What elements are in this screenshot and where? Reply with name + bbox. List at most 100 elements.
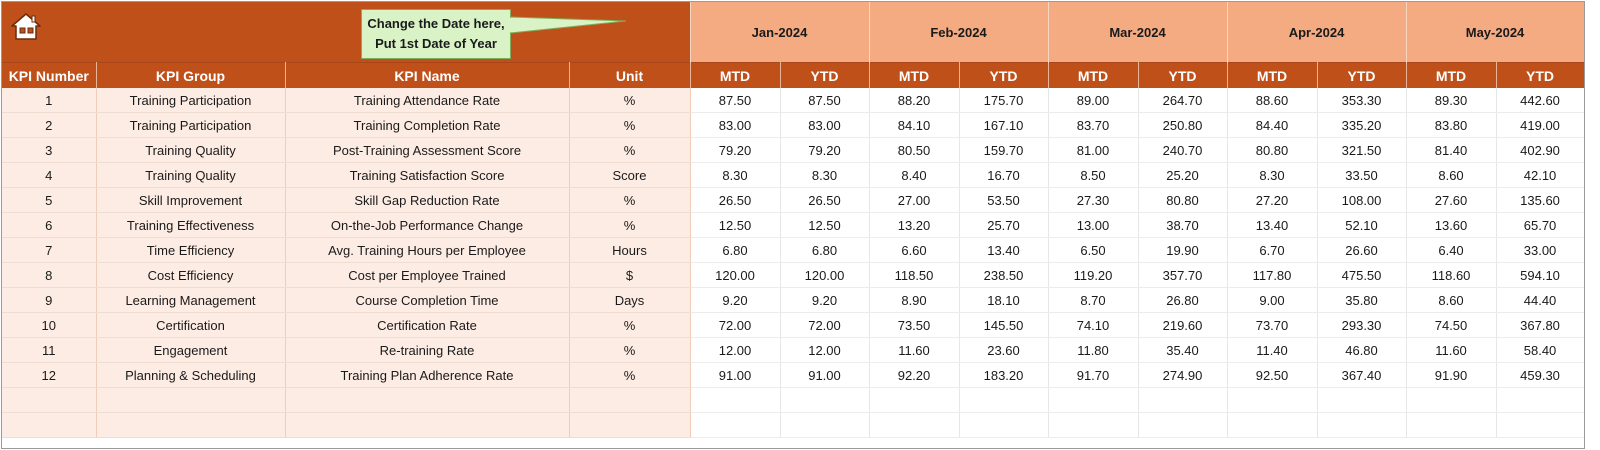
ytd-value-cell[interactable]: 367.40 (1317, 362, 1407, 388)
ytd-value-cell[interactable]: 321.50 (1317, 137, 1407, 163)
mtd-value-cell[interactable]: 8.90 (868, 287, 960, 313)
unit-cell[interactable]: % (569, 312, 691, 338)
mtd-value-cell[interactable]: 8.70 (1047, 287, 1139, 313)
ytd-value-cell[interactable]: 135.60 (1496, 187, 1584, 213)
mtd-value-cell[interactable]: 120.00 (689, 262, 781, 288)
kpi-group-cell[interactable]: Training Quality (96, 162, 286, 188)
empty-cell[interactable] (1496, 412, 1584, 438)
kpi-number-cell[interactable]: 1 (2, 88, 97, 113)
ytd-value-cell[interactable]: 475.50 (1317, 262, 1407, 288)
kpi-group-cell[interactable]: Training Quality (96, 137, 286, 163)
kpi-name-cell[interactable]: Training Attendance Rate (285, 88, 570, 113)
ytd-value-cell[interactable]: 264.70 (1138, 88, 1228, 113)
mtd-value-cell[interactable]: 117.80 (1226, 262, 1318, 288)
kpi-name-cell[interactable]: Training Plan Adherence Rate (285, 362, 570, 388)
kpi-name-cell[interactable]: On-the-Job Performance Change (285, 212, 570, 238)
ytd-value-cell[interactable]: 23.60 (959, 337, 1049, 363)
mtd-value-cell[interactable]: 81.00 (1047, 137, 1139, 163)
mtd-value-cell[interactable]: 6.70 (1226, 237, 1318, 263)
mtd-value-cell[interactable]: 11.60 (868, 337, 960, 363)
ytd-value-cell[interactable]: 35.80 (1317, 287, 1407, 313)
ytd-value-cell[interactable]: 402.90 (1496, 137, 1584, 163)
empty-cell[interactable] (96, 387, 286, 413)
empty-cell[interactable] (1227, 412, 1318, 438)
empty-cell[interactable] (285, 412, 570, 438)
kpi-group-cell[interactable]: Skill Improvement (96, 187, 286, 213)
kpi-name-cell[interactable]: Cost per Employee Trained (285, 262, 570, 288)
ytd-value-cell[interactable]: 16.70 (959, 162, 1049, 188)
ytd-value-cell[interactable]: 25.70 (959, 212, 1049, 238)
kpi-number-cell[interactable]: 8 (2, 262, 97, 288)
ytd-value-cell[interactable]: 53.50 (959, 187, 1049, 213)
ytd-value-cell[interactable]: 108.00 (1317, 187, 1407, 213)
ytd-value-cell[interactable]: 175.70 (959, 88, 1049, 113)
kpi-group-cell[interactable]: Certification (96, 312, 286, 338)
mtd-value-cell[interactable]: 74.50 (1405, 312, 1497, 338)
kpi-name-cell[interactable]: Post-Training Assessment Score (285, 137, 570, 163)
empty-cell[interactable] (2, 412, 97, 438)
unit-cell[interactable]: % (569, 212, 691, 238)
mtd-value-cell[interactable]: 13.00 (1047, 212, 1139, 238)
ytd-value-cell[interactable]: 145.50 (959, 312, 1049, 338)
ytd-value-cell[interactable]: 12.00 (780, 337, 870, 363)
kpi-group-cell[interactable]: Training Participation (96, 112, 286, 138)
ytd-value-cell[interactable]: 335.20 (1317, 112, 1407, 138)
ytd-value-cell[interactable]: 33.50 (1317, 162, 1407, 188)
ytd-value-cell[interactable]: 44.40 (1496, 287, 1584, 313)
unit-cell[interactable]: % (569, 187, 691, 213)
ytd-value-cell[interactable]: 38.70 (1138, 212, 1228, 238)
mtd-value-cell[interactable]: 84.40 (1226, 112, 1318, 138)
mtd-value-cell[interactable]: 26.50 (689, 187, 781, 213)
ytd-value-cell[interactable]: 240.70 (1138, 137, 1228, 163)
unit-cell[interactable]: Hours (569, 237, 691, 263)
mtd-value-cell[interactable]: 27.30 (1047, 187, 1139, 213)
ytd-value-cell[interactable]: 367.80 (1496, 312, 1584, 338)
empty-cell[interactable] (959, 412, 1049, 438)
mtd-value-cell[interactable]: 119.20 (1047, 262, 1139, 288)
ytd-value-cell[interactable]: 459.30 (1496, 362, 1584, 388)
ytd-value-cell[interactable]: 238.50 (959, 262, 1049, 288)
mtd-value-cell[interactable]: 11.60 (1405, 337, 1497, 363)
empty-cell[interactable] (1048, 387, 1139, 413)
kpi-group-cell[interactable]: Training Effectiveness (96, 212, 286, 238)
mtd-value-cell[interactable]: 91.90 (1405, 362, 1497, 388)
mtd-value-cell[interactable]: 92.50 (1226, 362, 1318, 388)
ytd-value-cell[interactable]: 33.00 (1496, 237, 1584, 263)
kpi-number-cell[interactable]: 5 (2, 187, 97, 213)
mtd-value-cell[interactable]: 88.60 (1226, 88, 1318, 113)
ytd-value-cell[interactable]: 357.70 (1138, 262, 1228, 288)
mtd-value-cell[interactable]: 13.60 (1405, 212, 1497, 238)
kpi-name-cell[interactable]: Course Completion Time (285, 287, 570, 313)
ytd-value-cell[interactable]: 46.80 (1317, 337, 1407, 363)
mtd-value-cell[interactable]: 8.40 (868, 162, 960, 188)
mtd-value-cell[interactable]: 6.50 (1047, 237, 1139, 263)
ytd-value-cell[interactable]: 83.00 (780, 112, 870, 138)
kpi-number-cell[interactable]: 9 (2, 287, 97, 313)
ytd-value-cell[interactable]: 219.60 (1138, 312, 1228, 338)
ytd-value-cell[interactable]: 80.80 (1138, 187, 1228, 213)
mtd-value-cell[interactable]: 83.80 (1405, 112, 1497, 138)
empty-cell[interactable] (780, 412, 870, 438)
kpi-number-cell[interactable]: 10 (2, 312, 97, 338)
ytd-value-cell[interactable]: 159.70 (959, 137, 1049, 163)
kpi-number-cell[interactable]: 3 (2, 137, 97, 163)
kpi-name-cell[interactable]: Avg. Training Hours per Employee (285, 237, 570, 263)
empty-cell[interactable] (569, 412, 691, 438)
mtd-value-cell[interactable]: 80.50 (868, 137, 960, 163)
unit-cell[interactable]: Score (569, 162, 691, 188)
mtd-value-cell[interactable]: 73.50 (868, 312, 960, 338)
mtd-value-cell[interactable]: 91.00 (689, 362, 781, 388)
empty-cell[interactable] (959, 387, 1049, 413)
mtd-value-cell[interactable]: 81.40 (1405, 137, 1497, 163)
ytd-value-cell[interactable]: 9.20 (780, 287, 870, 313)
mtd-value-cell[interactable]: 12.50 (689, 212, 781, 238)
ytd-value-cell[interactable]: 13.40 (959, 237, 1049, 263)
empty-cell[interactable] (96, 412, 286, 438)
empty-cell[interactable] (1496, 387, 1584, 413)
mtd-value-cell[interactable]: 118.60 (1405, 262, 1497, 288)
empty-cell[interactable] (1317, 412, 1407, 438)
empty-cell[interactable] (690, 387, 781, 413)
unit-cell[interactable]: Days (569, 287, 691, 313)
mtd-value-cell[interactable]: 91.70 (1047, 362, 1139, 388)
unit-cell[interactable]: % (569, 337, 691, 363)
